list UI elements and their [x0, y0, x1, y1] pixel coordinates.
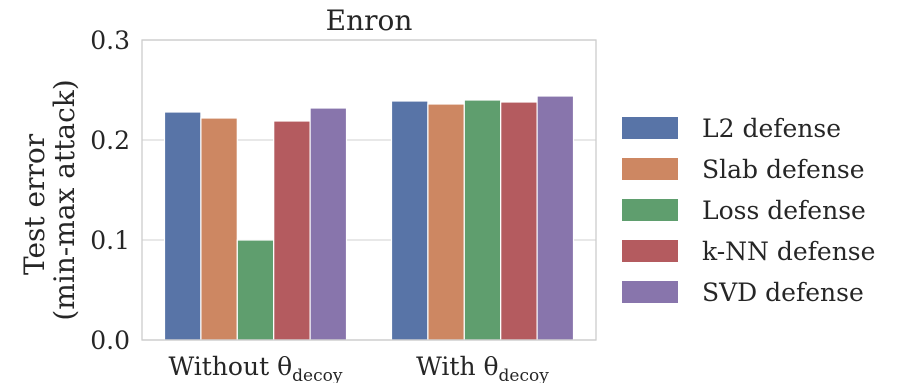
bar-slab-defense-0: [200, 117, 238, 341]
x-tick-label-main: Without θ: [169, 352, 293, 381]
bar-loss-defense-1: [463, 99, 502, 341]
legend-label: Loss defense: [702, 196, 866, 225]
x-tick-labels: Without θdecoy With θdecoy: [169, 352, 550, 383]
legend-swatch: [622, 240, 678, 262]
y-axis-label-line-1: Test error: [18, 133, 51, 275]
x-tick-label-main: With θ: [416, 352, 498, 381]
x-tick-label: With θdecoy: [416, 352, 549, 383]
y-tick-label: 0.3: [90, 26, 130, 55]
y-axis-label-line-2: (min-max attack): [48, 79, 81, 320]
legend-label: L2 defense: [702, 114, 841, 143]
legend-label: k-NN defense: [702, 237, 875, 266]
y-tick-labels: 0.0 0.1 0.2 0.3: [90, 26, 130, 355]
bars: [163, 95, 575, 341]
legend-label: SVD defense: [702, 278, 864, 307]
bar-slab-defense-1: [427, 103, 465, 341]
x-tick-label-subscript: decoy: [292, 366, 343, 383]
legend-swatch: [622, 281, 678, 303]
bar-loss-defense-0: [236, 239, 275, 341]
y-axis-label: Test error (min-max attack): [18, 79, 81, 320]
chart-title: Enron: [326, 4, 413, 37]
bar-svd-defense-1: [536, 95, 575, 341]
bar-k-nn-defense-1: [500, 101, 538, 341]
legend-swatch: [622, 117, 678, 139]
x-tick-label-subscript: decoy: [499, 366, 550, 383]
legend-label: Slab defense: [702, 155, 865, 184]
bar-k-nn-defense-0: [273, 120, 311, 341]
bar-l2-defense-0: [163, 111, 202, 341]
y-tick-label: 0.0: [90, 326, 130, 355]
legend: L2 defense Slab defense Loss defense k-NN d…: [622, 114, 875, 307]
y-tick-label: 0.1: [90, 226, 130, 255]
y-tick-label: 0.2: [90, 126, 130, 155]
plot-frame: [141, 39, 597, 341]
legend-swatch: [622, 158, 678, 180]
legend-swatch: [622, 199, 678, 221]
bar-l2-defense-1: [390, 100, 429, 341]
x-tick-label: Without θdecoy: [169, 352, 343, 383]
bar-svd-defense-0: [309, 107, 348, 341]
